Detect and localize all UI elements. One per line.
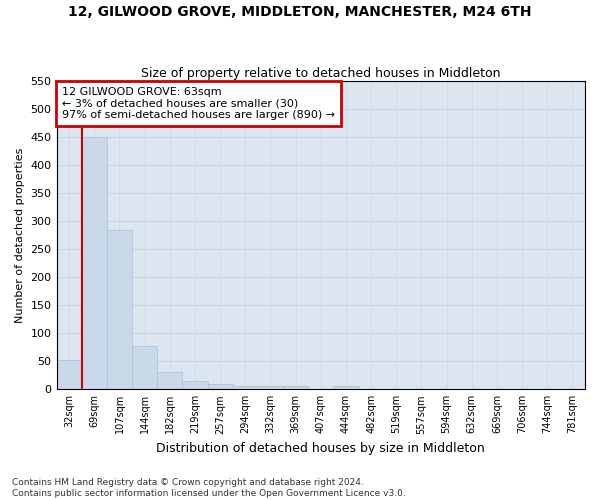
Bar	[132, 346, 157, 390]
Bar	[283, 386, 308, 390]
Bar	[334, 386, 359, 390]
Text: 12 GILWOOD GROVE: 63sqm
← 3% of detached houses are smaller (30)
97% of semi-det: 12 GILWOOD GROVE: 63sqm ← 3% of detached…	[62, 87, 335, 120]
Text: 12, GILWOOD GROVE, MIDDLETON, MANCHESTER, M24 6TH: 12, GILWOOD GROVE, MIDDLETON, MANCHESTER…	[68, 5, 532, 19]
Bar	[208, 384, 233, 390]
Bar	[56, 360, 82, 390]
Bar	[107, 230, 132, 390]
Bar	[157, 372, 182, 390]
X-axis label: Distribution of detached houses by size in Middleton: Distribution of detached houses by size …	[157, 442, 485, 455]
Bar	[182, 382, 208, 390]
Text: Contains HM Land Registry data © Crown copyright and database right 2024.
Contai: Contains HM Land Registry data © Crown c…	[12, 478, 406, 498]
Y-axis label: Number of detached properties: Number of detached properties	[15, 148, 25, 322]
Bar	[233, 386, 258, 390]
Bar	[258, 386, 283, 390]
Bar	[82, 137, 107, 390]
Title: Size of property relative to detached houses in Middleton: Size of property relative to detached ho…	[141, 66, 500, 80]
